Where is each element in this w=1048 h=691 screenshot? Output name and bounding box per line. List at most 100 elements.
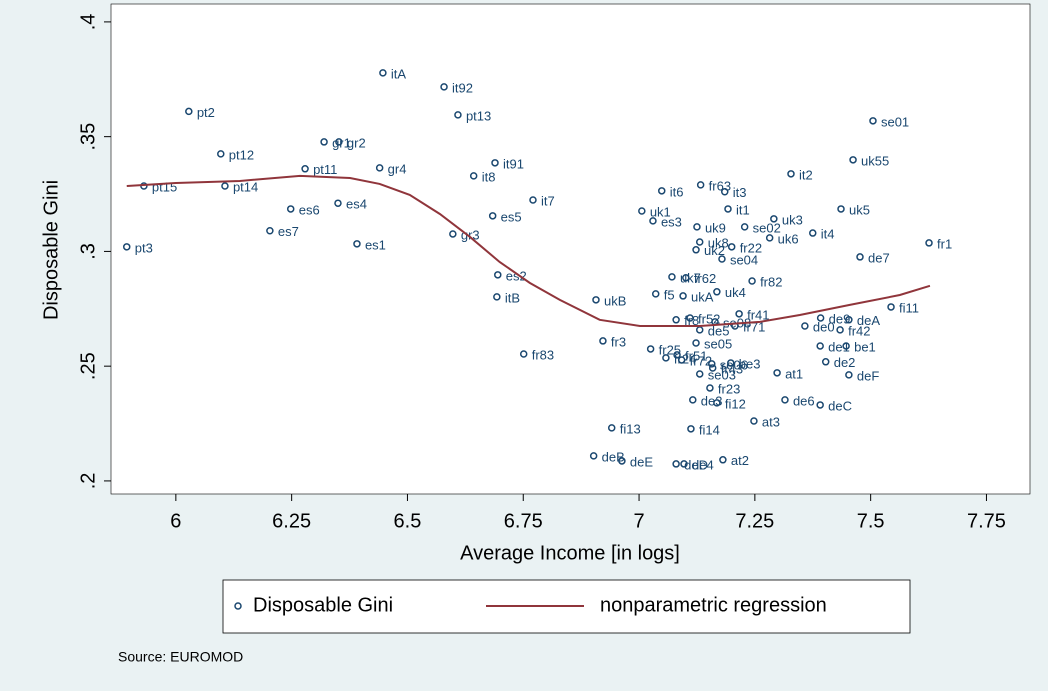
x-tick-label: 6.25 <box>272 510 311 532</box>
point <box>693 223 701 231</box>
point <box>301 165 309 173</box>
point <box>638 207 646 215</box>
point <box>379 69 387 77</box>
point-label: deE <box>630 454 653 469</box>
point <box>454 111 462 119</box>
point-label: pt12 <box>229 147 254 162</box>
point-label: es2 <box>506 268 527 283</box>
y-tick-label: .3 <box>77 243 99 260</box>
point <box>695 370 704 378</box>
x-tick-label: 7.25 <box>735 510 774 532</box>
y-tick-label: .4 <box>77 14 99 31</box>
point-label: fr51 <box>685 348 707 363</box>
point <box>646 345 655 353</box>
point <box>724 205 732 213</box>
point <box>686 314 694 322</box>
point-label: deB <box>602 449 625 464</box>
y-axis-title: Disposable Gini <box>40 180 62 320</box>
point <box>719 456 727 464</box>
point <box>816 401 824 409</box>
point-label: f5 <box>664 287 675 302</box>
point <box>816 342 824 350</box>
point <box>708 364 717 372</box>
point <box>677 356 686 364</box>
point-label: be3 <box>739 356 761 371</box>
point-label: es3 <box>661 214 682 229</box>
point-label: uk3 <box>782 212 803 227</box>
point <box>816 314 825 322</box>
point <box>887 303 895 311</box>
point-label: pt2 <box>197 105 215 120</box>
point-label: at2 <box>731 453 749 468</box>
point <box>673 351 681 359</box>
point-label: ukA <box>691 289 714 304</box>
point <box>748 277 756 285</box>
point-label: it7 <box>541 193 555 208</box>
point-label: fr52 <box>698 311 720 326</box>
legend-label: nonparametric regression <box>600 594 827 616</box>
point <box>809 229 817 237</box>
point <box>727 243 736 251</box>
point <box>529 196 537 204</box>
point-label: uk9 <box>705 220 726 235</box>
point-label: at3 <box>762 414 780 429</box>
point-label: de9 <box>829 311 851 326</box>
point-label: it6 <box>670 184 684 199</box>
y-tick-label: .25 <box>77 352 99 380</box>
point <box>801 322 809 330</box>
point <box>696 181 705 189</box>
point <box>718 255 726 263</box>
point-label: fi12 <box>725 396 746 411</box>
point <box>706 384 714 392</box>
x-axis-title: Average Income [in logs] <box>460 542 680 564</box>
point-label: pt14 <box>233 179 258 194</box>
point <box>781 396 789 404</box>
point-label: de6 <box>793 393 815 408</box>
point <box>494 271 502 279</box>
point-label: itA <box>391 66 407 81</box>
point-label: se06 <box>720 357 748 372</box>
point-label: ukB <box>604 293 626 308</box>
point-label: de3 <box>701 393 723 408</box>
point-label: pt13 <box>466 108 491 123</box>
legend-marker <box>234 602 242 610</box>
point-label: uk5 <box>849 202 870 217</box>
point <box>740 223 749 231</box>
point-label: gr3 <box>461 227 480 242</box>
point <box>266 227 274 235</box>
point-label: fr72 <box>690 353 712 368</box>
point <box>519 350 528 358</box>
point <box>662 354 670 362</box>
point <box>869 117 877 125</box>
point-label: de0 <box>813 319 835 334</box>
point-label: pt3 <box>135 240 153 255</box>
point-label: it92 <box>452 80 473 95</box>
point-label: se05 <box>704 336 732 351</box>
point-label: fr23 <box>718 381 740 396</box>
point-label: se03 <box>708 367 736 382</box>
point <box>592 296 600 304</box>
point <box>488 212 497 220</box>
point <box>692 339 700 347</box>
point-label: es5 <box>501 209 522 224</box>
point <box>680 460 688 468</box>
point <box>672 316 680 324</box>
point <box>837 205 845 213</box>
point <box>713 399 721 407</box>
point-label: fr82 <box>760 274 782 289</box>
point <box>750 417 758 425</box>
point-label: fr83 <box>532 347 554 362</box>
point <box>708 360 716 368</box>
point-label: fi14 <box>699 422 720 437</box>
point-label: gr4 <box>388 161 407 176</box>
point <box>842 342 850 350</box>
point <box>493 293 501 301</box>
point <box>735 310 743 318</box>
x-tick-label: 6 <box>170 510 181 532</box>
point-label: uk7 <box>680 270 701 285</box>
point-label: it3 <box>733 185 747 200</box>
y-tick-label: .2 <box>77 473 99 490</box>
plot-area <box>110 3 1031 495</box>
x-tick-label: 6.5 <box>394 510 422 532</box>
x-tick-label: 7.5 <box>857 510 885 532</box>
